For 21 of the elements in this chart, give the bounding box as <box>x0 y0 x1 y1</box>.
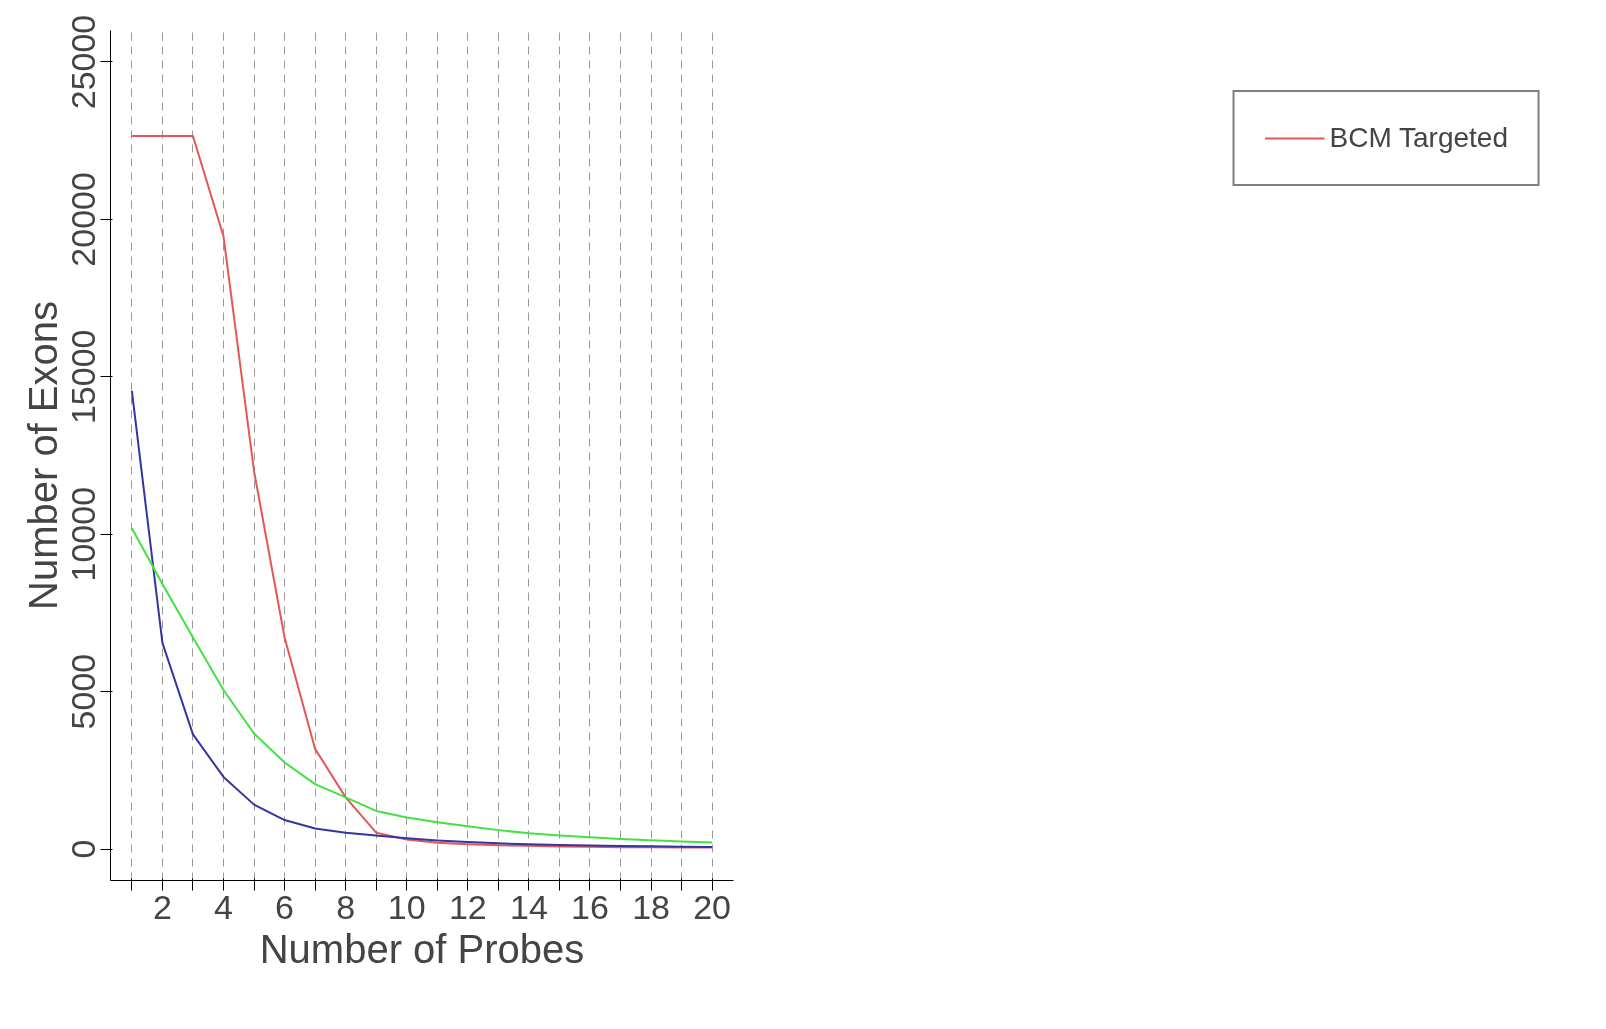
x-tick-label: 2 <box>152 887 172 926</box>
x-tick-label: 6 <box>275 887 295 926</box>
y-tick-label: 15000 <box>64 329 103 425</box>
y-tick-label: 0 <box>64 839 103 859</box>
x-tick-label: 12 <box>448 887 487 926</box>
x-tick-label: 14 <box>509 887 548 926</box>
y-tick-label: 5000 <box>64 653 103 730</box>
x-tick-label: 8 <box>336 887 356 926</box>
x-tick-label: 20 <box>693 887 732 926</box>
line-series <box>130 389 714 848</box>
x-tick-label: 18 <box>632 887 670 926</box>
x-axis-title: Number of Probes <box>259 926 585 971</box>
y-tick-label: 20000 <box>64 172 103 267</box>
y-tick-label: 25000 <box>64 14 103 110</box>
legend-label: BCM Targeted <box>1329 122 1508 154</box>
line-series <box>130 527 714 844</box>
y-tick-label: 10000 <box>64 486 103 582</box>
x-tick-label: 16 <box>571 887 609 926</box>
x-tick-label: 4 <box>214 887 233 926</box>
x-tick-label: 10 <box>387 887 426 926</box>
y-axis-title: Number of Exons <box>20 300 65 611</box>
